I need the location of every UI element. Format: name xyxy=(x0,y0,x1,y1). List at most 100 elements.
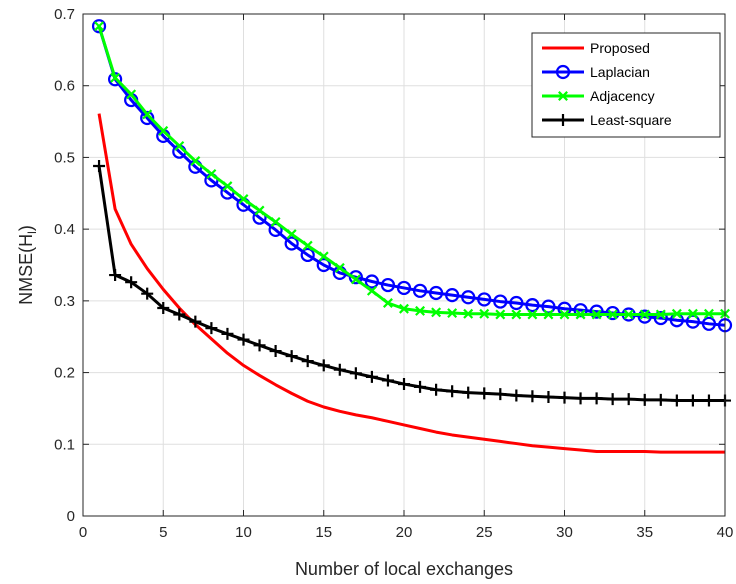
x-marker xyxy=(190,156,201,166)
legend-entry-least-square: Least-square xyxy=(542,112,672,128)
x-tick-label: 30 xyxy=(556,524,573,541)
circle-marker xyxy=(412,283,428,298)
plus-marker xyxy=(205,322,218,335)
x-marker xyxy=(655,309,666,320)
circle-marker xyxy=(284,236,299,251)
circle-marker xyxy=(380,277,396,293)
plus-marker xyxy=(558,391,571,404)
circle-marker xyxy=(555,64,571,80)
plus-marker xyxy=(590,392,603,405)
plus-marker xyxy=(125,276,138,289)
plus-marker xyxy=(414,380,427,393)
x-marker xyxy=(575,309,586,320)
series-proposed xyxy=(97,113,725,454)
plus-marker xyxy=(93,160,106,173)
series-adjacency xyxy=(94,21,730,320)
series-line-least-square xyxy=(97,165,725,403)
circle-marker xyxy=(477,292,492,307)
x-marker xyxy=(110,72,121,83)
circle-marker xyxy=(653,310,668,326)
x-marker xyxy=(350,274,361,285)
plus-marker xyxy=(446,385,459,398)
plus-marker xyxy=(109,269,122,282)
x-marker xyxy=(479,308,490,319)
series-group xyxy=(91,19,733,454)
x-marker xyxy=(94,21,105,32)
legend-label: Adjacency xyxy=(590,88,655,104)
x-marker xyxy=(639,309,650,320)
y-axis-label: NMSE(Hl) xyxy=(16,225,39,305)
circle-marker xyxy=(140,110,155,126)
plus-marker xyxy=(221,327,234,340)
x-marker xyxy=(318,251,329,262)
x-marker xyxy=(286,229,297,240)
x-tick-label: 10 xyxy=(235,524,252,541)
x-tick-label: 5 xyxy=(159,524,167,541)
plus-marker xyxy=(301,355,314,368)
circle-marker xyxy=(541,299,556,314)
x-marker xyxy=(591,309,602,320)
circle-marker xyxy=(268,222,283,237)
x-marker xyxy=(511,309,522,320)
circle-marker xyxy=(396,280,412,296)
y-tick-label: 0.2 xyxy=(54,365,75,382)
plus-marker xyxy=(670,394,683,407)
plus-marker xyxy=(494,388,507,401)
legend: Proposed Laplacian Adjacency Least-square xyxy=(531,32,721,138)
plus-marker xyxy=(141,287,154,300)
circle-marker xyxy=(300,247,315,263)
x-tick-label: 20 xyxy=(396,524,413,541)
x-marker xyxy=(671,308,682,319)
x-marker xyxy=(607,309,618,320)
plus-marker xyxy=(365,370,378,383)
plus-marker xyxy=(317,359,330,372)
plus-marker xyxy=(189,315,202,328)
x-axis-label: Number of local exchanges xyxy=(295,559,513,579)
circle-marker xyxy=(348,270,363,285)
circle-marker xyxy=(316,257,331,273)
x-marker xyxy=(687,308,698,319)
legend-label: Proposed xyxy=(590,40,650,56)
x-marker xyxy=(382,298,393,308)
plus-marker xyxy=(686,394,699,407)
plus-marker xyxy=(237,333,250,346)
circle-marker xyxy=(525,298,540,313)
x-marker xyxy=(174,140,185,151)
x-marker xyxy=(399,303,409,314)
x-tick-label: 25 xyxy=(476,524,493,541)
circle-marker xyxy=(364,274,379,289)
circle-marker xyxy=(573,303,588,318)
series-line-adjacency xyxy=(97,25,725,316)
circle-marker xyxy=(91,19,107,34)
plus-marker xyxy=(285,350,298,363)
circle-marker xyxy=(589,304,604,319)
plus-marker xyxy=(381,374,394,387)
x-marker xyxy=(559,309,570,320)
plus-marker xyxy=(478,387,491,400)
legend-label: Laplacian xyxy=(590,64,650,80)
x-marker xyxy=(495,309,506,320)
x-marker xyxy=(254,205,265,216)
plus-marker xyxy=(542,390,555,403)
y-tick-label: 0.5 xyxy=(54,149,75,166)
circle-marker xyxy=(685,314,701,329)
x-tick-label: 40 xyxy=(717,524,734,541)
x-tick-label: 35 xyxy=(636,524,653,541)
circle-marker xyxy=(637,309,652,324)
x-marker xyxy=(334,262,345,273)
plus-marker xyxy=(349,367,362,380)
x-marker xyxy=(238,194,249,205)
x-marker xyxy=(447,308,458,319)
x-tick-label: 0 xyxy=(79,524,87,541)
series-line-proposed xyxy=(97,113,725,454)
plus-marker xyxy=(269,345,282,358)
axis-ticks: 0 5 10 15 20 25 30 35 40 0 0.1 0.2 0.3 0.4 0.5 0.6 0.7 xyxy=(54,6,733,541)
x-marker xyxy=(415,305,426,316)
x-marker xyxy=(558,91,568,101)
circle-marker xyxy=(445,288,460,303)
legend-label: Least-square xyxy=(590,112,672,128)
x-marker xyxy=(302,240,313,251)
plus-marker xyxy=(557,114,569,126)
plus-marker xyxy=(462,386,475,399)
plus-marker xyxy=(157,302,170,315)
